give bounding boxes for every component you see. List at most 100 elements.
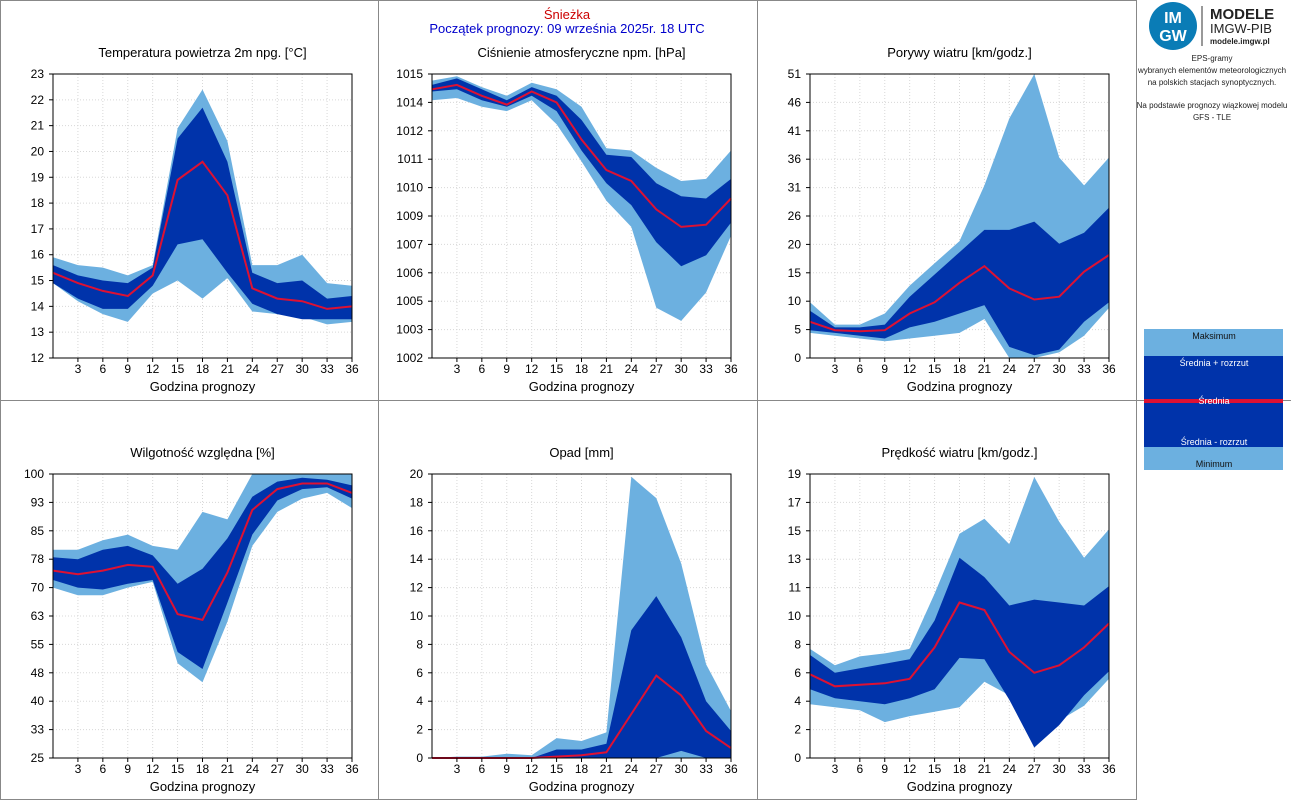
y-tick-label: 1003	[396, 323, 423, 337]
y-tick-label: 20	[788, 237, 802, 251]
x-tick-label: 12	[146, 762, 160, 776]
y-tick-label: 93	[31, 495, 45, 509]
x-tick-label: 27	[271, 362, 285, 376]
y-tick-label: 18	[31, 196, 45, 210]
x-tick-label: 6	[478, 362, 485, 376]
x-tick-label: 15	[171, 362, 185, 376]
x-axis-label: Godzina prognozy	[907, 379, 1013, 394]
x-tick-label: 33	[1077, 762, 1091, 776]
logo-line-2: IMGW-PIB	[1210, 21, 1272, 36]
chart-title: Wilgotność względna [%]	[130, 445, 275, 460]
info-line: na polskich stacjach synoptycznych.	[1148, 78, 1277, 87]
x-tick-label: 6	[856, 762, 863, 776]
x-tick-label: 12	[525, 362, 539, 376]
x-tick-label: 21	[600, 362, 614, 376]
x-tick-label: 30	[1052, 362, 1066, 376]
x-tick-label: 12	[903, 362, 917, 376]
y-tick-label: 55	[31, 637, 45, 651]
x-tick-label: 30	[674, 362, 688, 376]
y-tick-label: 1002	[396, 351, 423, 365]
y-tick-label: 2	[794, 723, 801, 737]
x-tick-label: 3	[454, 362, 461, 376]
x-tick-label: 12	[525, 762, 539, 776]
x-tick-label: 33	[1077, 362, 1091, 376]
envelope-band	[432, 76, 731, 321]
y-tick-label: 1012	[396, 124, 423, 138]
y-tick-label: 85	[31, 524, 45, 538]
legend: Maksimum Średnia + rozrzut Średnia Średn…	[1144, 329, 1283, 470]
x-tick-label: 18	[953, 362, 967, 376]
x-tick-label: 18	[196, 762, 210, 776]
y-tick-label: 20	[410, 467, 424, 481]
station-name: Śnieżka	[544, 7, 591, 22]
y-tick-label: 1014	[396, 95, 423, 109]
legend-item-upper: Średnia + rozrzut	[1180, 357, 1249, 368]
y-tick-label: 18	[410, 495, 424, 509]
x-tick-label: 27	[650, 362, 664, 376]
x-tick-label: 12	[146, 362, 160, 376]
x-tick-label: 9	[124, 762, 131, 776]
forecast-start: Początek prognozy: 09 września 2025r. 18…	[429, 21, 704, 36]
y-tick-label: 1011	[397, 152, 423, 166]
chart-title: Ciśnienie atmosferyczne npm. [hPa]	[477, 45, 685, 60]
x-tick-label: 18	[575, 362, 589, 376]
y-tick-label: 1005	[396, 294, 423, 308]
x-tick-label: 15	[171, 762, 185, 776]
y-tick-label: 26	[788, 209, 802, 223]
chart-panel: 1002 1003 1005 1006 1007 1009 1010 1011 1012 1014…	[396, 45, 738, 394]
y-tick-label: 6	[794, 666, 801, 680]
x-tick-label: 24	[246, 362, 260, 376]
spread-band	[810, 557, 1109, 748]
x-tick-label: 33	[320, 762, 334, 776]
y-tick-label: 36	[788, 152, 802, 166]
y-tick-label: 78	[31, 552, 45, 566]
x-tick-label: 6	[99, 762, 106, 776]
y-tick-label: 12	[31, 351, 45, 365]
x-axis-label: Godzina prognozy	[150, 379, 256, 394]
legend-item-lower: Średnia - rozrzut	[1181, 436, 1248, 447]
mean-line	[809, 601, 1110, 688]
y-tick-label: 63	[31, 609, 45, 623]
y-tick-label: 2	[416, 723, 423, 737]
y-tick-label: 40	[31, 694, 45, 708]
spread-band	[53, 107, 352, 320]
y-tick-label: 25	[31, 751, 45, 765]
y-tick-label: 1015	[396, 67, 423, 81]
x-tick-label: 3	[832, 362, 839, 376]
legend-item-min: Minimum	[1196, 459, 1233, 469]
logo-line-3: modele.imgw.pl	[1210, 37, 1270, 46]
y-tick-label: 19	[31, 170, 45, 184]
x-tick-label: 3	[454, 762, 461, 776]
x-tick-label: 9	[503, 762, 510, 776]
x-tick-label: 3	[75, 362, 82, 376]
x-tick-label: 24	[625, 362, 639, 376]
y-tick-label: 1006	[396, 266, 423, 280]
y-tick-label: 0	[416, 751, 423, 765]
y-tick-label: 17	[788, 495, 802, 509]
y-tick-label: 8	[416, 637, 423, 651]
x-tick-label: 30	[295, 362, 309, 376]
x-axis-label: Godzina prognozy	[529, 379, 635, 394]
y-tick-label: 16	[410, 524, 424, 538]
spread-band	[810, 207, 1109, 356]
imgw-logo: IM GW MODELE IMGW-PIB modele.imgw.pl	[1149, 2, 1274, 50]
legend-item-max: Maksimum	[1192, 331, 1236, 341]
x-axis-label: Godzina prognozy	[150, 779, 256, 794]
chart-title: Porywy wiatru [km/godz.]	[887, 45, 1032, 60]
x-tick-label: 33	[699, 362, 713, 376]
y-tick-label: 21	[31, 119, 45, 133]
x-tick-label: 9	[503, 362, 510, 376]
x-tick-label: 36	[345, 762, 359, 776]
logo-badge-top: IM	[1164, 10, 1182, 27]
y-tick-label: 10	[410, 609, 424, 623]
chart-title: Opad [mm]	[549, 445, 613, 460]
x-tick-label: 9	[881, 762, 888, 776]
y-tick-label: 0	[794, 351, 801, 365]
x-tick-label: 15	[928, 362, 942, 376]
x-tick-label: 36	[724, 762, 738, 776]
